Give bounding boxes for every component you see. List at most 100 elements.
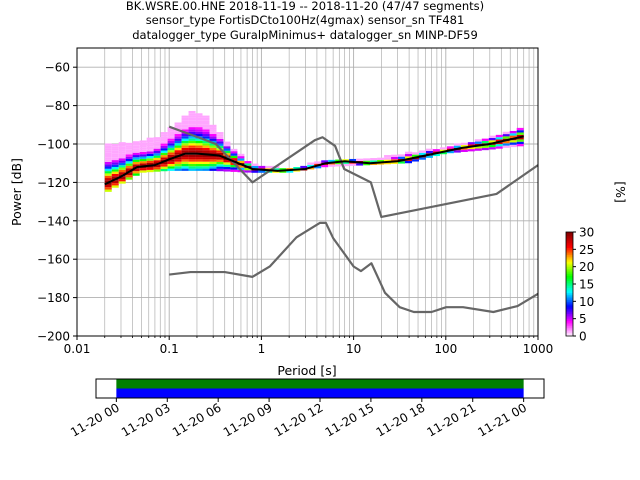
heatmap-cell [167,159,175,162]
colorbar-segment [566,285,573,288]
heatmap-cell [125,145,133,148]
heatmap-cell [363,162,371,166]
heatmap-cell [516,139,524,142]
y-tick-label: −100 [37,138,70,152]
heatmap-cell [104,164,112,167]
heatmap-cell [195,127,203,130]
heatmap-cell [174,157,182,160]
heatmap-cell [223,150,231,154]
heatmap-cell [118,181,126,184]
colorbar-segment [566,330,573,334]
heatmap-cell [209,136,217,139]
heatmap-cell [104,182,112,185]
colorbar-segment [566,323,573,327]
heatmap-cell [405,151,412,155]
heatmap-cell [258,170,266,173]
heatmap-cell [181,140,189,144]
timeline-tick-label: 11-20 21 [425,400,479,439]
colorbar-segment [566,256,573,259]
colorbar-segment [566,233,573,236]
heatmap-cell [153,155,161,158]
colorbar-segment [566,306,573,309]
heatmap-cell [502,131,510,135]
colorbar-segment [566,310,573,313]
heatmap-cell [118,155,126,159]
heatmap-cell [195,154,203,158]
colorbar-segment [566,299,573,302]
colorbar-segment [566,289,573,292]
colorbar-segment [566,249,573,252]
colorbar-segment [566,254,573,257]
heatmap-cell [425,148,433,151]
heatmap-cell [230,151,238,154]
heatmap-cell [356,158,364,161]
heatmap-cell [174,166,182,169]
plot-background [77,48,538,336]
heatmap-cell [146,162,154,166]
heatmap-cell [153,150,161,154]
heatmap-cell [342,161,350,164]
heatmap-cell [153,146,161,149]
heatmap-cell [495,134,503,138]
y-tick-label: −200 [37,330,70,344]
heatmap-cell [125,175,133,178]
heatmap-cell [125,142,133,146]
new-high-noise-model-line [168,125,539,219]
heatmap-cell [223,162,231,165]
heatmap-cell [195,157,203,160]
heatmap-cell [188,122,196,125]
heatmap-cell [195,115,203,118]
heatmap-cell [188,127,196,130]
heatmap-cell [160,155,168,158]
heatmap-cell [209,152,217,155]
heatmap-cell [335,159,343,162]
heatmap-cell [230,148,238,152]
colorbar-tick-label: 15 [579,278,594,292]
heatmap-cell [349,158,357,162]
heatmap-cell [209,138,217,141]
heatmap-cell [167,134,175,137]
heatmap-cell [160,148,168,151]
heatmap-cell [174,152,182,155]
heatmap-cell [488,147,496,150]
heatmap-cell [321,160,329,163]
heatmap-cell [181,159,189,162]
heatmap-cell [160,164,168,167]
heatmap-cell [244,170,252,173]
heatmap-cell [174,147,182,151]
heatmap-cell [153,144,161,147]
colorbar-segment [566,294,573,297]
heatmap-cell [146,158,154,161]
heatmap-cell [132,171,140,174]
x-axis-label: Period [s] [277,363,336,378]
heatmap-cell [118,167,126,170]
heatmap-cell [481,145,489,148]
heatmap-cell [132,161,140,165]
heatmap-cell [195,120,203,123]
heatmap-cell [223,169,231,172]
heatmap-cell [363,160,371,163]
heatmap-cell [111,166,119,170]
heatmap-cell [146,160,154,163]
heatmap-cell [216,164,224,167]
heatmap-cell [153,148,161,151]
heatmap-cell [216,166,224,169]
heatmap-cell [509,135,517,138]
heatmap-cell [104,175,112,179]
psd-plot-frame [76,47,539,337]
heatmap-cell [209,157,217,160]
heatmap-cell [181,154,189,158]
heatmap-cell [104,148,112,151]
heatmap-cell [516,130,524,133]
heatmap-cell [181,122,189,125]
heatmap-cell [202,154,210,158]
heatmap-cell [342,163,350,167]
heatmap-cell [111,183,119,186]
title-line-2: sensor_type FortisDCto100Hz(4gmax) senso… [146,13,465,27]
heatmap-cell [202,140,210,144]
heatmap-cell [195,138,203,141]
heatmap-cell [167,147,175,151]
heatmap-cell [139,163,147,166]
heatmap-cell [453,143,461,146]
heatmap-cell [502,145,510,148]
